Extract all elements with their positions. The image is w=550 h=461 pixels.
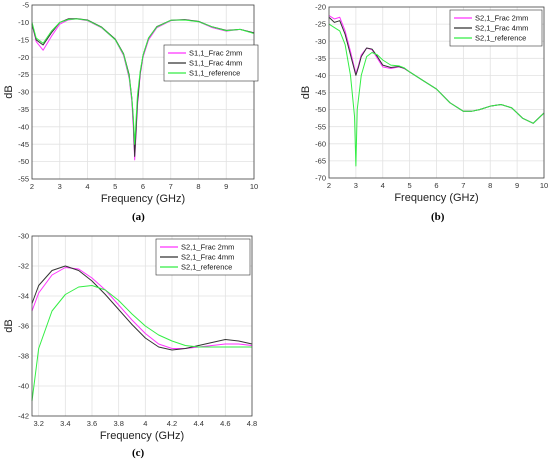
series-line-1 — [31, 265, 253, 351]
series-line-2 — [328, 23, 545, 167]
legend-entry: S2,1_Frac 2mm — [475, 14, 528, 23]
x-tick-label: 4.4 — [193, 419, 203, 428]
x-tick-label: 4.2 — [167, 419, 177, 428]
x-tick-label: 7 — [169, 182, 173, 191]
x-tick-label: 3.4 — [60, 419, 70, 428]
y-tick-label: -55 — [315, 122, 326, 131]
y-tick-label: -38 — [18, 352, 29, 361]
x-tick-label: 4 — [85, 182, 89, 191]
y-tick-label: -70 — [315, 174, 326, 183]
y-tick-label: -10 — [18, 18, 29, 27]
x-tick-label: 3.8 — [113, 419, 123, 428]
legend-entry: S2,1_Frac 4mm — [181, 253, 234, 262]
x-tick-label: 3 — [58, 182, 62, 191]
series-line-0 — [31, 267, 253, 349]
y-tick-label: -35 — [18, 105, 29, 114]
panel-label-b: (b) — [431, 211, 445, 223]
legend-entry: S2,1_reference — [181, 263, 232, 272]
x-tick-label: 2 — [327, 181, 331, 190]
x-tick-label: 5 — [113, 182, 117, 191]
chart-panel-0: 2 3 4 5 6 7 8 9 10 -5 -10 -15 -20 -25 -30 -35 -40 -45 -50 -… — [3, 1, 259, 205]
x-tick-label: 2 — [30, 182, 34, 191]
x-tick-label: 3.2 — [33, 419, 43, 428]
series-line-2 — [31, 285, 252, 402]
y-tick-label: -40 — [18, 122, 29, 131]
legend-entry: S1,1_Frac 2mm — [189, 49, 242, 58]
y-tick-label: -5 — [22, 1, 29, 10]
y-tick-label: -45 — [315, 88, 326, 97]
y-tick-label: -55 — [18, 175, 29, 184]
y-tick-label: -15 — [18, 35, 29, 44]
panel-label-c: (c) — [132, 447, 145, 459]
y-tick-label: -25 — [18, 70, 29, 79]
x-tick-label: 9 — [224, 182, 228, 191]
y-tick-label: -30 — [18, 88, 29, 97]
y-tick-label: -40 — [315, 71, 326, 80]
y-tick-label: -20 — [18, 53, 29, 62]
x-tick-label: 4 — [143, 419, 147, 428]
legend-entry: S2,1_reference — [475, 34, 526, 43]
legend-entry: S1,1_Frac 4mm — [189, 59, 242, 68]
x-tick-label: 7 — [461, 181, 465, 190]
y-tick-label: -65 — [315, 157, 326, 166]
y-tick-label: -30 — [18, 232, 29, 241]
y-tick-label: -32 — [18, 262, 29, 271]
panel-label-a: (a) — [132, 211, 145, 223]
chart-panel-2: 3.2 3.4 3.6 3.8 4 4.2 4.4 4.6 4.8 -30 -32 -34 -36 -38… — [3, 232, 257, 442]
x-tick-label: 9 — [515, 181, 519, 190]
y-tick-label: -60 — [315, 139, 326, 148]
y-tick-label: -35 — [315, 54, 326, 63]
y-axis-label: dB — [300, 86, 312, 99]
y-tick-label: -40 — [18, 382, 29, 391]
y-tick-label: -30 — [315, 37, 326, 46]
x-tick-label: 10 — [540, 181, 548, 190]
y-tick-label: -45 — [18, 140, 29, 149]
x-tick-label: 4.8 — [247, 419, 257, 428]
x-tick-label: 6 — [434, 181, 438, 190]
x-axis-label: Frequency (GHz) — [394, 192, 478, 204]
legend-box — [163, 44, 259, 82]
series-line-2 — [31, 18, 255, 145]
legend-entry: S2,1_Frac 4mm — [475, 24, 528, 33]
y-axis-label: dB — [3, 319, 15, 332]
x-axis-label: Frequency (GHz) — [101, 193, 185, 205]
axes-frame — [31, 235, 253, 417]
x-tick-label: 8 — [196, 182, 200, 191]
legend-entry: S2,1_Frac 2mm — [181, 243, 234, 252]
y-tick-label: -42 — [18, 412, 29, 421]
x-tick-label: 3.6 — [87, 419, 97, 428]
x-tick-label: 5 — [408, 181, 412, 190]
y-tick-label: -50 — [315, 105, 326, 114]
x-tick-label: 10 — [250, 182, 258, 191]
chart-panel-1: 2 3 4 5 6 7 8 9 10 -20 -25 -30 -35 -40 -45 -50 -55 -60 -65… — [300, 3, 548, 204]
y-tick-label: -36 — [18, 322, 29, 331]
axes-frame — [31, 4, 255, 180]
x-tick-label: 3 — [354, 181, 358, 190]
x-tick-label: 8 — [488, 181, 492, 190]
axes-frame — [328, 6, 545, 179]
legend-entry: S1,1_reference — [189, 69, 240, 78]
y-tick-label: -25 — [315, 20, 326, 29]
x-tick-label: 6 — [141, 182, 145, 191]
y-axis-label: dB — [3, 85, 15, 98]
y-tick-label: -34 — [18, 292, 29, 301]
x-tick-label: 4 — [381, 181, 385, 190]
y-tick-label: -20 — [315, 3, 326, 12]
y-tick-label: -50 — [18, 157, 29, 166]
x-tick-label: 4.6 — [220, 419, 230, 428]
x-axis-label: Frequency (GHz) — [100, 430, 184, 442]
